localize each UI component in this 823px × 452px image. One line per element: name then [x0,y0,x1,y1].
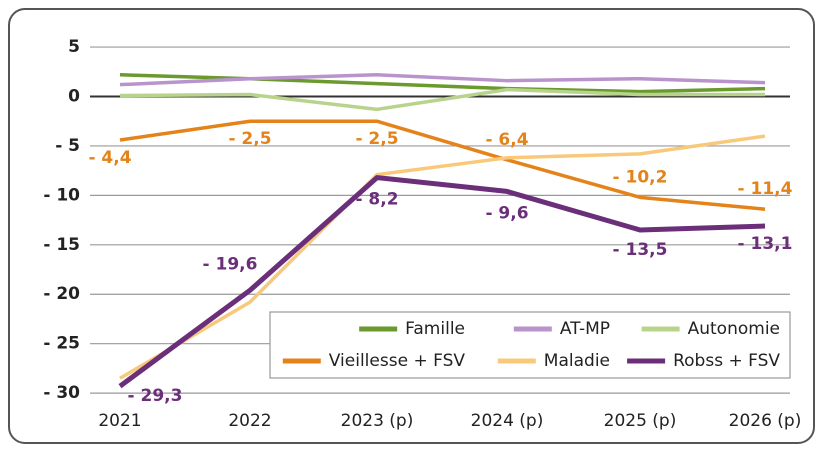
y-tick-label: - 10 [43,185,80,205]
value-label: - 10,2 [613,167,668,187]
legend-label: AT-MP [560,319,610,339]
x-tick-label: 2024 (p) [471,411,544,431]
value-label: - 13,5 [613,240,668,260]
y-tick-label: - 20 [43,284,80,304]
value-label: - 11,4 [738,179,793,199]
value-label: - 13,1 [738,234,793,254]
value-label: - 9,6 [485,203,528,223]
value-label: - 29,3 [128,386,183,406]
series-line [119,119,766,211]
series-line [118,175,766,389]
value-label: - 2,5 [228,129,271,149]
y-tick-label: - 30 [43,383,80,403]
y-tick-label: 0 [68,87,80,107]
y-tick-label: - 15 [43,235,80,255]
legend-label: Famille [405,319,465,339]
y-tick-label: - 25 [43,334,80,354]
x-tick-label: 2022 [228,411,271,431]
value-label: - 8,2 [355,190,398,210]
series-line [119,87,765,112]
series-line [119,73,766,87]
value-label: - 4,4 [88,148,131,168]
x-tick-label: 2026 (p) [729,411,802,431]
value-label: - 19,6 [203,254,258,274]
series-line [119,134,766,380]
value-label: - 6,4 [485,130,528,150]
x-tick-label: 2025 (p) [604,411,677,431]
legend-label: Autonomie [688,319,780,339]
legend-label: Robss + FSV [673,351,780,371]
x-tick-label: 2021 [98,411,141,431]
legend-label: Vieillesse + FSV [329,351,466,371]
legend-box [269,311,791,379]
legend-label: Maladie [544,351,610,371]
y-tick-label: 5 [68,37,80,57]
y-tick-label: - 5 [55,136,80,156]
value-label: - 2,5 [355,129,398,149]
x-tick-label: 2023 (p) [341,411,414,431]
